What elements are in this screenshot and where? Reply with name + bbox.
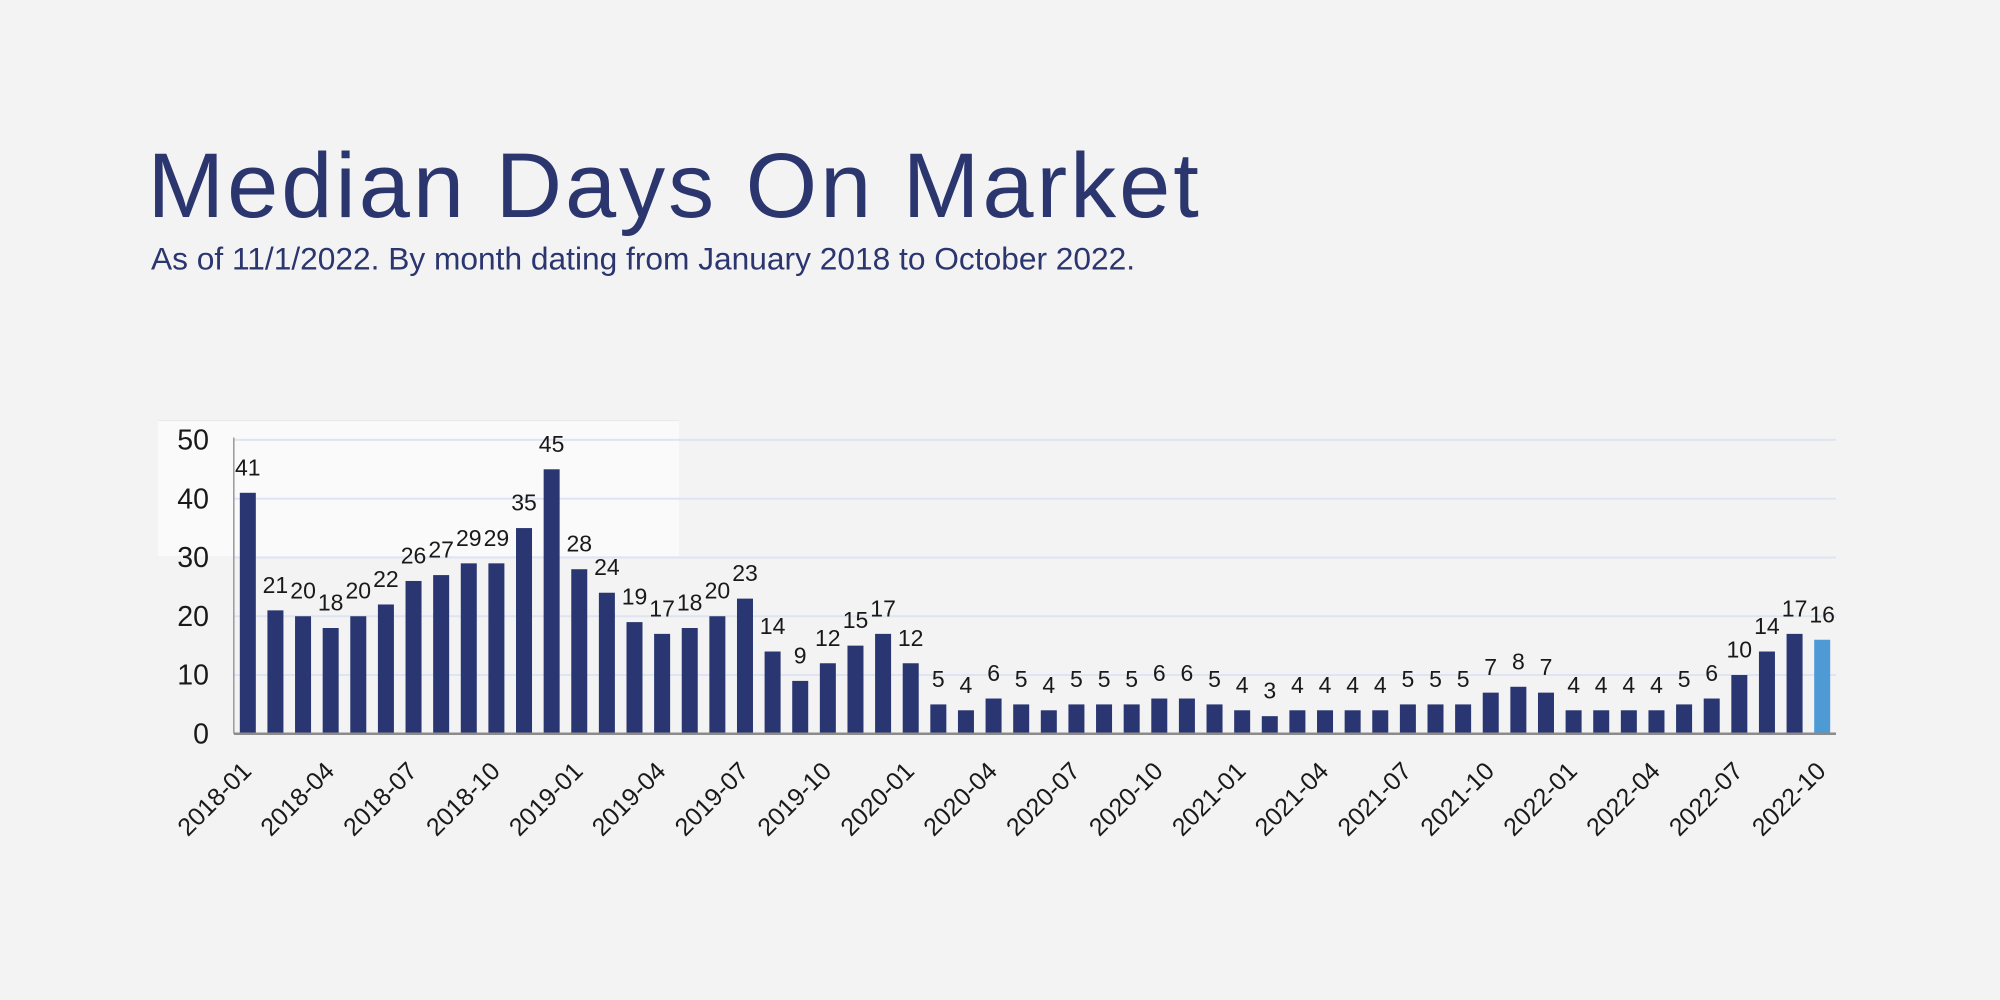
svg-text:19: 19 xyxy=(622,584,648,610)
svg-text:5: 5 xyxy=(1015,666,1028,692)
svg-text:5: 5 xyxy=(1070,666,1083,692)
svg-text:6: 6 xyxy=(1181,660,1194,686)
svg-text:5: 5 xyxy=(1429,666,1442,692)
svg-text:6: 6 xyxy=(1153,660,1166,686)
svg-text:7: 7 xyxy=(1540,654,1553,680)
svg-text:45: 45 xyxy=(539,431,565,457)
svg-text:5: 5 xyxy=(1125,666,1138,692)
svg-text:4: 4 xyxy=(1236,672,1249,698)
svg-text:4: 4 xyxy=(1567,672,1580,698)
svg-text:4: 4 xyxy=(1319,672,1332,698)
svg-text:18: 18 xyxy=(318,590,344,616)
svg-text:17: 17 xyxy=(870,595,896,621)
svg-text:12: 12 xyxy=(898,625,924,651)
svg-text:5: 5 xyxy=(1402,666,1415,692)
svg-text:22: 22 xyxy=(373,566,399,592)
svg-text:24: 24 xyxy=(594,554,620,580)
svg-text:7: 7 xyxy=(1484,654,1497,680)
svg-text:29: 29 xyxy=(484,525,510,551)
svg-text:21: 21 xyxy=(263,572,289,598)
svg-text:41: 41 xyxy=(235,454,261,480)
svg-text:5: 5 xyxy=(1678,666,1691,692)
svg-text:27: 27 xyxy=(428,537,454,563)
svg-text:4: 4 xyxy=(1622,672,1635,698)
svg-text:5: 5 xyxy=(1208,666,1221,692)
svg-text:23: 23 xyxy=(732,560,758,586)
svg-text:8: 8 xyxy=(1512,648,1525,674)
svg-text:10: 10 xyxy=(177,660,209,692)
svg-text:50: 50 xyxy=(177,425,209,457)
svg-text:4: 4 xyxy=(1650,672,1663,698)
svg-text:0: 0 xyxy=(193,718,209,750)
svg-text:17: 17 xyxy=(1782,595,1808,621)
svg-text:17: 17 xyxy=(649,595,675,621)
svg-text:4: 4 xyxy=(1291,672,1304,698)
svg-text:4: 4 xyxy=(1042,672,1055,698)
svg-text:5: 5 xyxy=(1457,666,1470,692)
svg-text:10: 10 xyxy=(1727,637,1753,663)
svg-text:28: 28 xyxy=(567,531,593,557)
svg-text:29: 29 xyxy=(456,525,482,551)
svg-text:5: 5 xyxy=(1098,666,1111,692)
svg-text:40: 40 xyxy=(177,483,209,515)
svg-text:20: 20 xyxy=(177,601,209,633)
svg-text:4: 4 xyxy=(1374,672,1387,698)
svg-text:4: 4 xyxy=(1346,672,1359,698)
svg-text:As of 11/1/2022. By month dati: As of 11/1/2022. By month dating from Ja… xyxy=(151,241,1135,277)
svg-text:26: 26 xyxy=(401,543,427,569)
svg-text:18: 18 xyxy=(677,590,703,616)
svg-text:12: 12 xyxy=(815,625,841,651)
svg-text:6: 6 xyxy=(987,660,1000,686)
svg-text:16: 16 xyxy=(1809,601,1835,627)
svg-text:3: 3 xyxy=(1263,678,1276,704)
svg-text:5: 5 xyxy=(932,666,945,692)
svg-text:9: 9 xyxy=(794,642,807,668)
svg-text:14: 14 xyxy=(760,613,786,639)
svg-text:35: 35 xyxy=(511,490,537,516)
svg-text:14: 14 xyxy=(1754,613,1780,639)
svg-text:20: 20 xyxy=(705,578,731,604)
svg-text:15: 15 xyxy=(843,607,869,633)
svg-text:20: 20 xyxy=(346,578,372,604)
svg-text:Median Days On Market: Median Days On Market xyxy=(148,135,1202,237)
svg-text:4: 4 xyxy=(1595,672,1608,698)
svg-text:6: 6 xyxy=(1705,660,1718,686)
svg-text:30: 30 xyxy=(177,542,209,574)
svg-text:4: 4 xyxy=(960,672,973,698)
svg-text:20: 20 xyxy=(290,578,316,604)
